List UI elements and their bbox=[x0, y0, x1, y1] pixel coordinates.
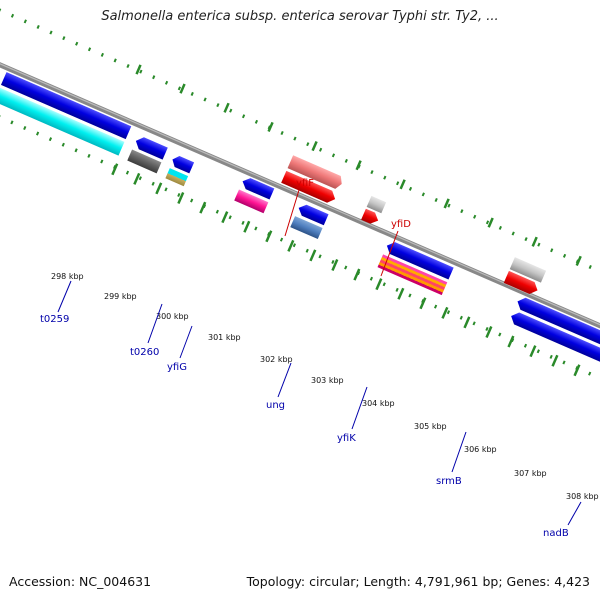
scale-label: 299 kbp bbox=[104, 292, 137, 301]
scale-label: 298 kbp bbox=[51, 272, 84, 281]
gene-label-yfiF[interactable]: yfiF bbox=[296, 178, 314, 189]
gene-label-yfiK[interactable]: yfiK bbox=[337, 433, 356, 444]
gene-label-t0260[interactable]: t0260 bbox=[130, 347, 159, 358]
gene-t0260-arrow[interactable] bbox=[127, 149, 162, 174]
scale-labels: 298 kbp 299 kbp 300 kbp 301 kbp 302 kbp … bbox=[51, 272, 599, 501]
accession-text: Accession: NC_004631 bbox=[9, 574, 152, 589]
scale-label: 308 kbp bbox=[566, 492, 599, 501]
gene-nadB-arrow[interactable] bbox=[509, 310, 600, 362]
gene-reverse-blue-6[interactable] bbox=[384, 240, 454, 280]
scale-label: 302 kbp bbox=[260, 355, 293, 364]
gene-srmB-arrow[interactable] bbox=[377, 254, 448, 296]
outer-tick-track bbox=[0, 0, 600, 352]
gene-forward-grey-2[interactable] bbox=[509, 257, 547, 283]
genome-backbone bbox=[0, 42, 600, 398]
gene-yfiF-arrow[interactable] bbox=[287, 155, 345, 190]
gene-forward-red-2[interactable] bbox=[361, 208, 380, 226]
gene-ung-arrow[interactable] bbox=[234, 189, 269, 214]
genome-summary-text: Topology: circular; Length: 4,791,961 bp… bbox=[246, 574, 590, 589]
gene-reverse-blue-4[interactable] bbox=[240, 176, 275, 200]
gene-reverse-blue-1[interactable] bbox=[0, 72, 132, 140]
gene-label-nadB[interactable]: nadB bbox=[543, 528, 569, 539]
scale-label: 306 kbp bbox=[464, 445, 497, 454]
map-title: Salmonella enterica subsp. enterica sero… bbox=[101, 9, 499, 24]
gene-yfiD-box[interactable] bbox=[366, 195, 387, 214]
gene-reverse-blue-7[interactable] bbox=[515, 295, 600, 348]
gene-t0259-arrow[interactable] bbox=[0, 87, 125, 156]
gene-label-srmB[interactable]: srmB bbox=[436, 476, 462, 487]
gene-label-ung[interactable]: ung bbox=[266, 400, 285, 411]
scale-label: 300 kbp bbox=[156, 312, 189, 321]
gene-yfiK-arrow[interactable] bbox=[290, 216, 323, 240]
gene-label-t0259[interactable]: t0259 bbox=[40, 314, 69, 325]
gene-label-yfiD[interactable]: yfiD bbox=[391, 219, 411, 230]
scale-label: 303 kbp bbox=[311, 376, 344, 385]
scale-label: 304 kbp bbox=[362, 399, 395, 408]
gene-reverse-blue-3[interactable] bbox=[170, 154, 195, 174]
gene-labels: yfiF yfiD t0259 t0260 yfiG ung yfiK srmB… bbox=[40, 178, 569, 539]
gene-yfiG-arrow[interactable] bbox=[165, 168, 189, 187]
leader-lines bbox=[57, 189, 582, 526]
gene-reverse-blue-2[interactable] bbox=[133, 135, 168, 160]
outer-scale-ticks bbox=[135, 64, 582, 266]
gene-label-yfiG[interactable]: yfiG bbox=[167, 362, 187, 373]
scale-label: 301 kbp bbox=[208, 333, 241, 342]
scale-label: 307 kbp bbox=[514, 469, 547, 478]
gene-reverse-blue-5[interactable] bbox=[296, 202, 329, 226]
scale-ticks bbox=[111, 163, 581, 377]
gene-forward-red-1[interactable] bbox=[281, 170, 338, 205]
scale-label: 305 kbp bbox=[414, 422, 447, 431]
gene-forward-red-3[interactable] bbox=[503, 270, 540, 296]
